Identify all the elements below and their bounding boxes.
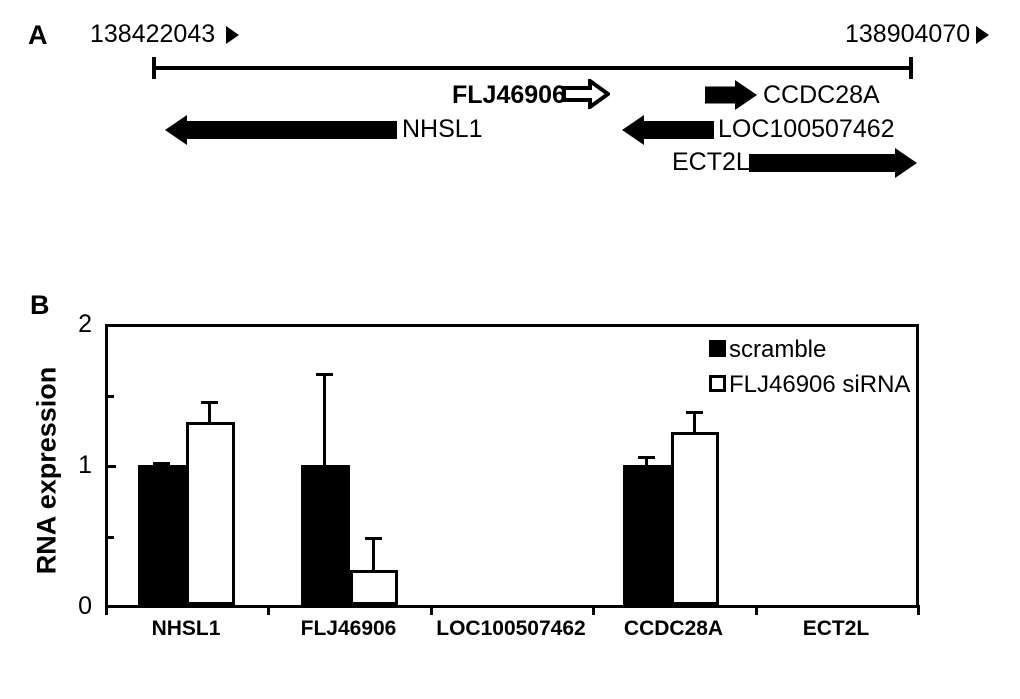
- xtick-3: [592, 605, 595, 615]
- legend-label-flj46906-sirna: FLJ46906 siRNA: [729, 371, 911, 398]
- errorbar-stem-flj46906-sirna: [372, 537, 375, 571]
- gene-label-flj46906: FLJ46906: [452, 81, 566, 109]
- triangle-right-icon-left: [226, 26, 239, 44]
- gene-label-nhsl1: NHSL1: [402, 115, 483, 143]
- errorbar-cap-nhsl1-sirna: [201, 401, 218, 404]
- legend-swatch-flj46906-sirna: [709, 375, 726, 392]
- coordinate-left-label: 138422043: [90, 20, 216, 48]
- xaxis-label-ect2l: ECT2L: [802, 617, 870, 640]
- ytick-label-2: 2: [78, 310, 92, 338]
- y-axis-title: RNA expression: [31, 366, 62, 575]
- bar-ccdc28a-scramble: [623, 465, 671, 605]
- bar-flj46906-scramble: [301, 465, 350, 605]
- panel-b-letter: B: [30, 290, 50, 320]
- xtick-1: [267, 605, 270, 615]
- errorbar-stem-flj46906-scramble: [323, 373, 326, 466]
- xaxis-label-flj46906: FLJ46906: [300, 617, 397, 640]
- chart-plot-area: [105, 324, 919, 608]
- triangle-right-icon-right: [976, 26, 989, 44]
- gene-arrow-ccdc28a-right: [705, 80, 757, 110]
- ruler-tick-left: [152, 57, 156, 79]
- ytick-mark-0: [105, 605, 116, 608]
- ytick-label-0: 0: [78, 592, 92, 620]
- ytick-mark-0p5: [105, 536, 114, 539]
- xaxis-label-nhsl1: NHSL1: [151, 617, 221, 640]
- ytick-label-1: 1: [78, 451, 92, 479]
- errorbar-stem-ccdc28a-sirna: [693, 411, 696, 433]
- legend-swatch-scramble: [709, 340, 726, 357]
- errorbar-stem-nhsl1-scramble: [160, 462, 163, 468]
- bar-nhsl1-scramble: [138, 465, 186, 605]
- errorbar-cap-flj46906-scramble: [316, 373, 333, 376]
- xaxis-label-ccdc28a: CCDC28A: [623, 617, 724, 640]
- errorbar-cap-ccdc28a-scramble: [638, 456, 655, 459]
- errorbar-stem-nhsl1-sirna: [208, 401, 211, 423]
- bar-nhsl1-sirna: [186, 422, 235, 605]
- gene-label-ccdc28a: CCDC28A: [763, 81, 880, 109]
- gene-label-loc100507462: LOC100507462: [718, 115, 895, 143]
- errorbar-stem-ccdc28a-scramble: [645, 456, 648, 468]
- gene-arrow-loc100507462-left: [622, 114, 714, 146]
- coordinate-right-label: 138904070: [845, 20, 971, 48]
- xtick-2: [430, 605, 433, 615]
- bar-flj46906-sirna: [350, 570, 398, 605]
- ytick-mark-1: [105, 465, 116, 468]
- xtick-4: [755, 605, 758, 615]
- ytick-mark-1p5: [105, 395, 114, 398]
- ruler-tick-right: [909, 57, 913, 79]
- gene-arrow-nhsl1-left: [165, 114, 397, 146]
- ytick-mark-2: [105, 324, 116, 327]
- xtick-5: [917, 605, 920, 615]
- gene-label-ect2l: ECT2L: [672, 148, 750, 176]
- gene-arrow-flj46906-right-hollow: [562, 79, 610, 109]
- bar-ccdc28a-sirna: [671, 432, 719, 605]
- legend-label-scramble: scramble: [729, 336, 827, 363]
- xaxis-label-loc100507462: LOC100507462: [436, 617, 586, 640]
- panel-a-letter: A: [28, 20, 48, 50]
- errorbar-cap-flj46906-sirna: [365, 537, 382, 540]
- xtick-0: [105, 605, 108, 615]
- errorbar-cap-ccdc28a-sirna: [686, 411, 703, 414]
- genomic-ruler-line: [152, 66, 913, 70]
- errorbar-cap-nhsl1-scramble: [153, 462, 170, 465]
- gene-arrow-ect2l-right: [749, 147, 917, 179]
